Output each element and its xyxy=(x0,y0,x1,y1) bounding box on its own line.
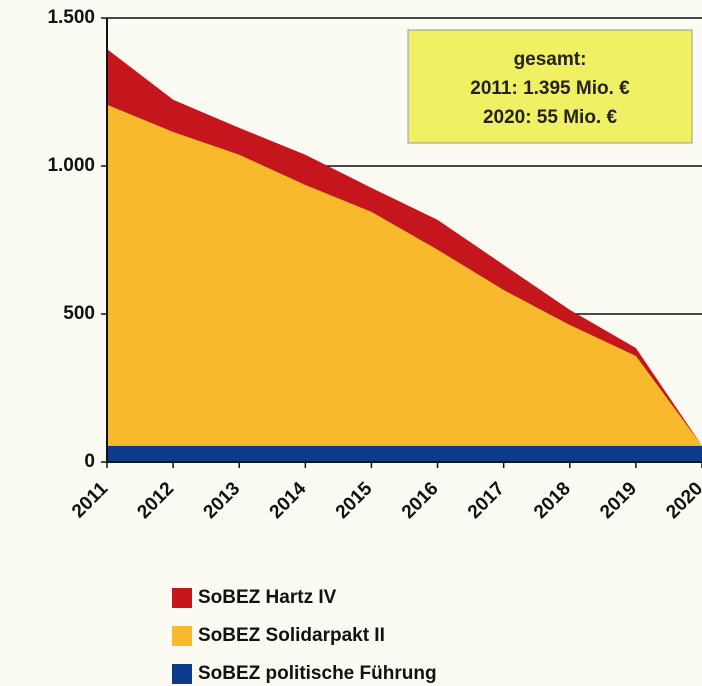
annotation: 2011: 1.395 Mio. € xyxy=(470,78,630,99)
y-tick-label: 1.000 xyxy=(47,155,95,176)
x-tick-label: 2014 xyxy=(266,478,311,523)
y-tick-label: 0 xyxy=(84,451,95,472)
y-tick-label: 500 xyxy=(63,303,95,324)
x-tick-label: 2017 xyxy=(464,478,509,523)
legend-label: SoBEZ Solidarpakt II xyxy=(198,625,385,646)
legend-swatch xyxy=(172,626,192,646)
legend-label: SoBEZ politische Führung xyxy=(198,663,437,684)
legend-swatch xyxy=(172,588,192,608)
legend-swatch xyxy=(172,664,192,684)
x-tick-label: 2018 xyxy=(530,478,575,523)
x-tick-label: 2020 xyxy=(662,478,702,523)
y-tick-label: 1.500 xyxy=(47,7,95,28)
x-tick-label: 2016 xyxy=(398,478,443,523)
annotation: 2020: 55 Mio. € xyxy=(483,107,618,128)
x-tick-label: 2019 xyxy=(596,478,641,523)
area xyxy=(107,445,702,462)
x-tick-label: 2015 xyxy=(332,478,377,523)
area xyxy=(107,104,702,446)
annotation: gesamt: xyxy=(514,49,587,70)
x-tick-label: 2012 xyxy=(133,478,178,523)
legend-label: SoBEZ Hartz IV xyxy=(198,587,337,608)
x-tick-label: 2011 xyxy=(68,478,112,522)
area xyxy=(107,49,702,446)
x-tick-label: 2013 xyxy=(200,478,245,523)
annotation-box xyxy=(407,29,693,144)
